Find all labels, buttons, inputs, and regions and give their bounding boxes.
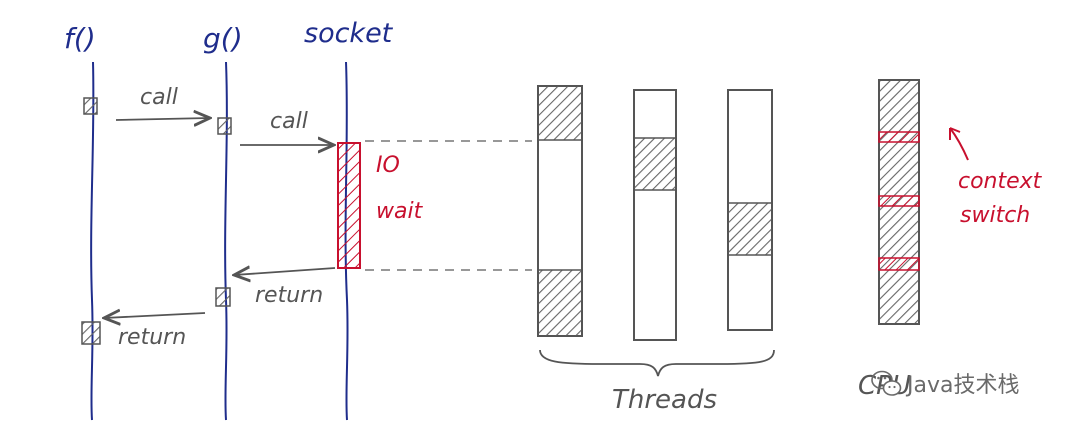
call-label-1: call [140, 85, 178, 110]
context-switch-label-line2: switch [960, 203, 1030, 228]
return-arrow-2 [104, 313, 206, 318]
context-switch-mark-1 [878, 131, 920, 143]
context-switch-label-line1: context [958, 169, 1043, 194]
thread-column-1 [537, 85, 583, 337]
lifeline-label-socket: socket [304, 18, 394, 49]
thread-column-2 [633, 89, 677, 341]
lifeline-label-f: f() [64, 22, 96, 55]
context-switch-arrow-head [949, 127, 961, 140]
activation-socket-io [337, 142, 361, 269]
call-arrow-1 [115, 118, 210, 120]
context-switch-mark-2 [878, 195, 920, 207]
activation-g-return [215, 287, 231, 307]
lifeline-g [224, 61, 228, 421]
thread-column-3 [727, 89, 773, 331]
io-wait-label-line2: wait [376, 199, 424, 224]
lifeline-f [90, 61, 95, 421]
return-arrow-1 [234, 268, 336, 275]
threads-brace [539, 349, 775, 377]
threads-label: Threads [612, 385, 717, 415]
cpu-column [878, 79, 920, 325]
activation-f-return [81, 321, 101, 345]
watermark-text: Java技术栈 [905, 373, 1019, 398]
activation-f-call [83, 97, 98, 115]
return-label-2: return [118, 325, 186, 350]
watermark: Java技术栈 [871, 370, 1019, 398]
activation-g-call [217, 117, 232, 135]
lifeline-label-g: g() [203, 22, 243, 55]
wechat-icon [871, 370, 902, 396]
context-switch-mark-3 [878, 257, 920, 271]
lifeline-socket [344, 61, 349, 421]
return-label-1: return [255, 283, 323, 308]
context-switch-arrow [949, 127, 969, 161]
io-wait-label-line1: IO [376, 153, 400, 178]
call-label-2: call [270, 109, 308, 134]
